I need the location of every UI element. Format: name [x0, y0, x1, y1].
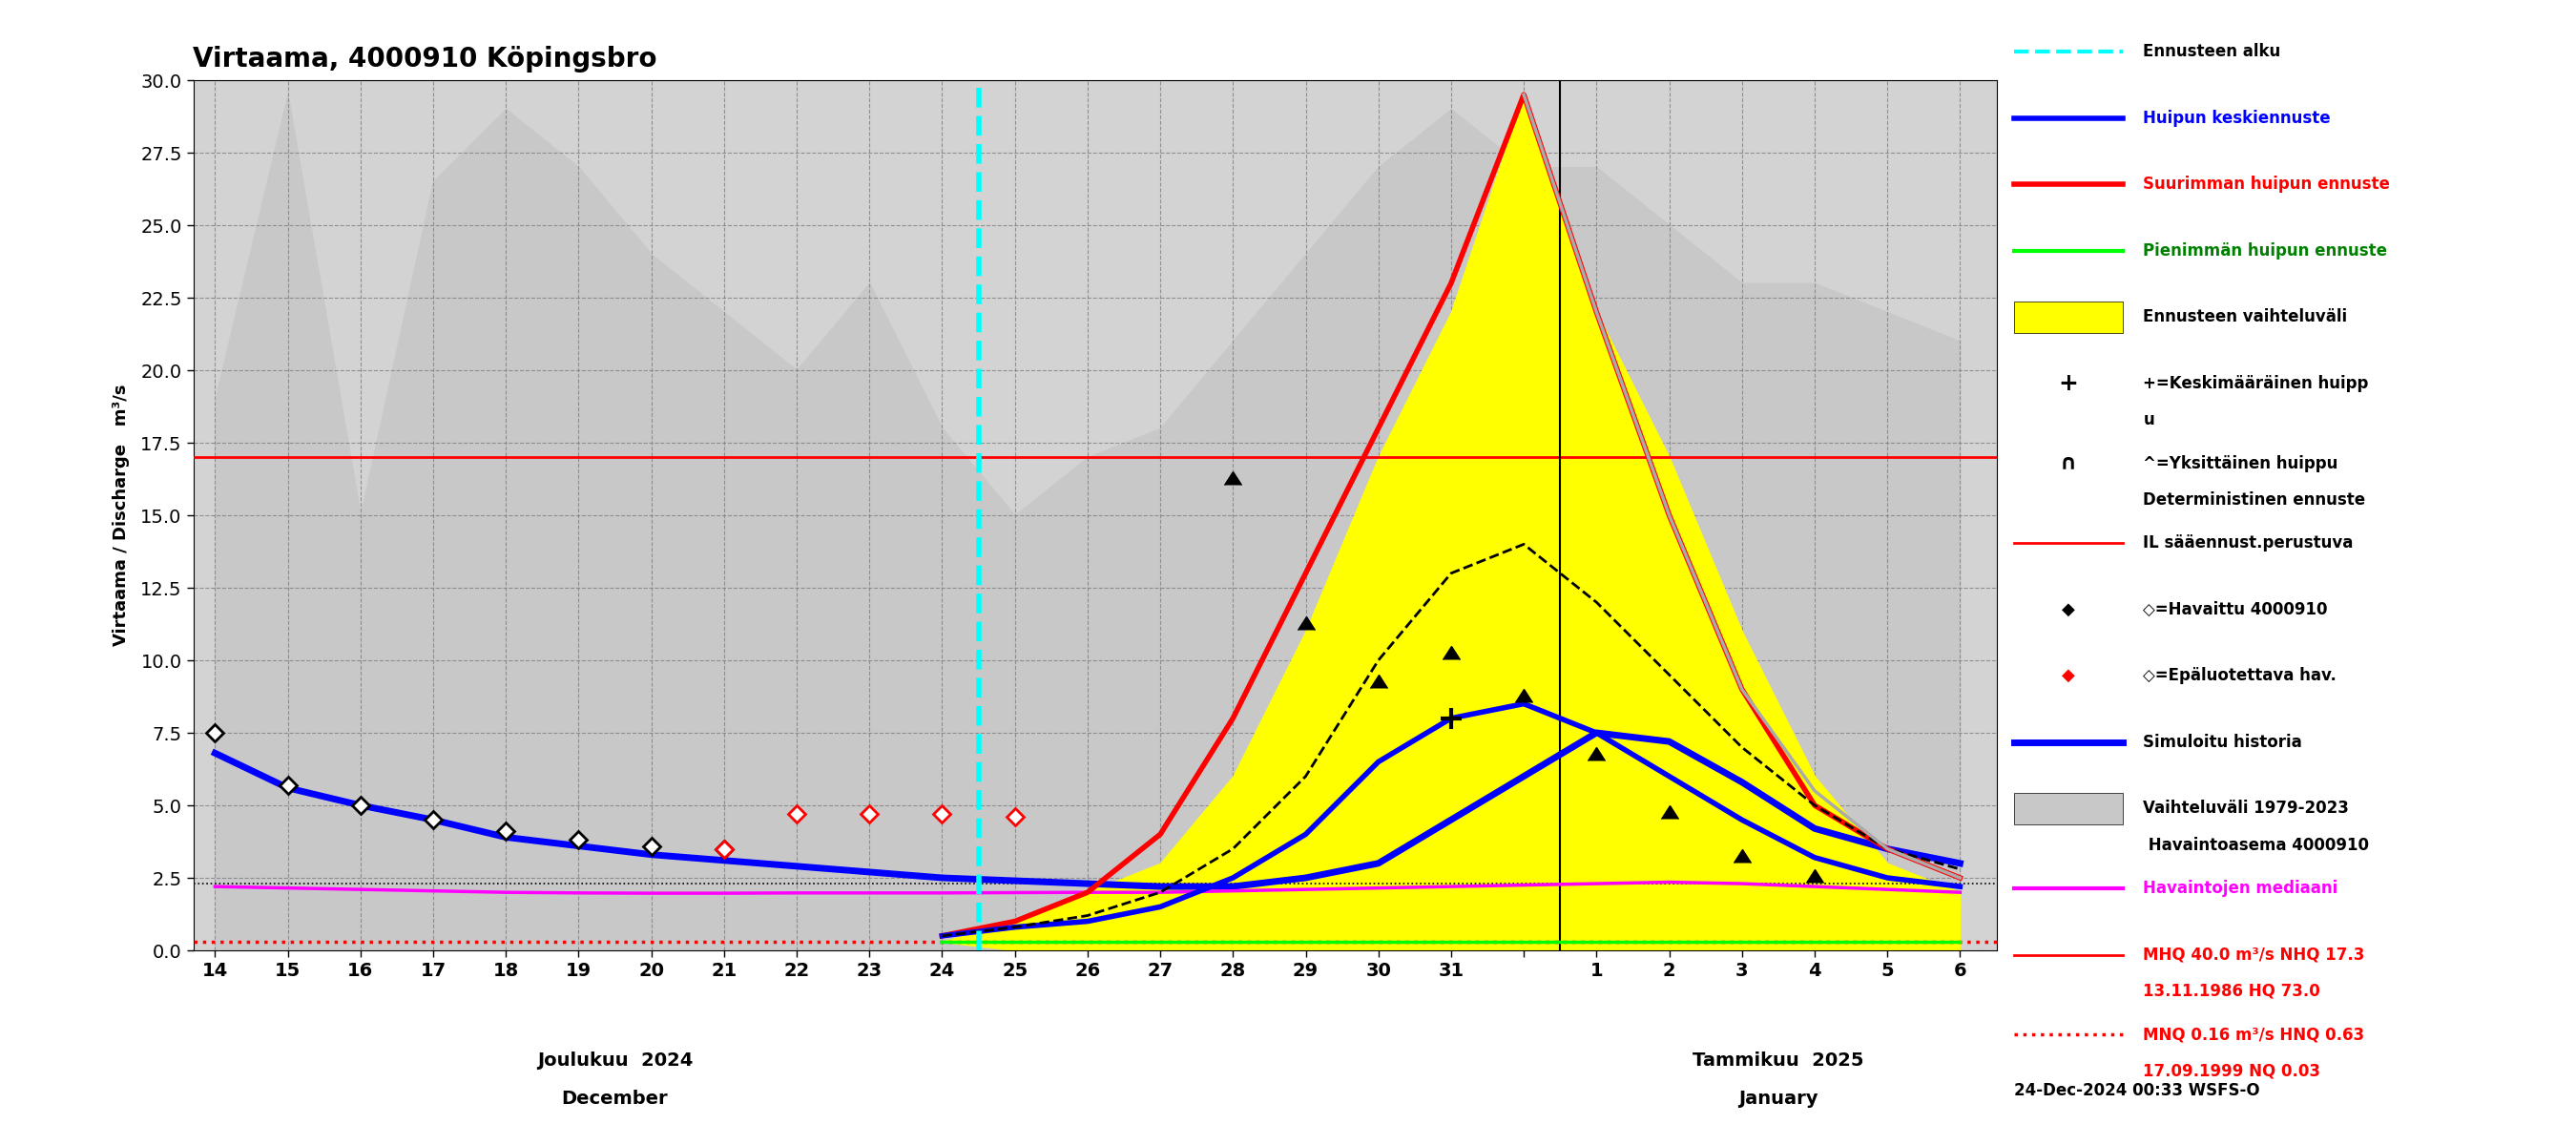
Text: ◆: ◆ — [2061, 601, 2076, 618]
Text: Simuloitu historia: Simuloitu historia — [2143, 734, 2303, 751]
Text: IL sääennust.perustuva: IL sääennust.perustuva — [2143, 535, 2354, 552]
Text: Joulukuu  2024: Joulukuu 2024 — [536, 1052, 693, 1069]
Text: ∩: ∩ — [2061, 453, 2076, 473]
Text: Pienimmän huipun ennuste: Pienimmän huipun ennuste — [2143, 243, 2388, 260]
Text: u: u — [2143, 411, 2154, 428]
Text: ◆: ◆ — [2061, 668, 2076, 685]
Text: Huipun keskiennuste: Huipun keskiennuste — [2143, 110, 2331, 127]
Text: ◇=Havaittu 4000910: ◇=Havaittu 4000910 — [2143, 601, 2329, 618]
Text: January: January — [1739, 1090, 1819, 1107]
Y-axis label: Virtaama / Discharge   m³/s: Virtaama / Discharge m³/s — [113, 385, 129, 646]
Text: Havaintojen mediaani: Havaintojen mediaani — [2143, 879, 2339, 897]
Text: MNQ 0.16 m³/s HNQ 0.63: MNQ 0.16 m³/s HNQ 0.63 — [2143, 1026, 2365, 1043]
Text: Ennusteen alku: Ennusteen alku — [2143, 42, 2280, 60]
Text: 17.09.1999 NQ 0.03: 17.09.1999 NQ 0.03 — [2143, 1063, 2321, 1080]
Text: Ennusteen vaihteluväli: Ennusteen vaihteluväli — [2143, 309, 2347, 326]
Text: MHQ 40.0 m³/s NHQ 17.3: MHQ 40.0 m³/s NHQ 17.3 — [2143, 946, 2365, 963]
Text: +=Keskimääräinen huipp: +=Keskimääräinen huipp — [2143, 376, 2370, 393]
Text: Tammikuu  2025: Tammikuu 2025 — [1692, 1052, 1865, 1069]
Text: Virtaama, 4000910 Köpingsbro: Virtaama, 4000910 Köpingsbro — [193, 46, 657, 72]
Text: Deterministinen ennuste: Deterministinen ennuste — [2143, 491, 2365, 508]
Text: Havaintoasema 4000910: Havaintoasema 4000910 — [2143, 837, 2370, 854]
Text: ^=Yksittäinen huippu: ^=Yksittäinen huippu — [2143, 455, 2339, 472]
Text: 24-Dec-2024 00:33 WSFS-O: 24-Dec-2024 00:33 WSFS-O — [2014, 1082, 2259, 1099]
Text: 13.11.1986 HQ 73.0: 13.11.1986 HQ 73.0 — [2143, 982, 2321, 1000]
Text: Vaihteluväli 1979-2023: Vaihteluväli 1979-2023 — [2143, 800, 2349, 818]
Text: Suurimman huipun ennuste: Suurimman huipun ennuste — [2143, 176, 2391, 194]
Text: +: + — [2058, 372, 2079, 395]
Text: December: December — [562, 1090, 667, 1107]
Text: ◇=Epäluotettava hav.: ◇=Epäluotettava hav. — [2143, 668, 2336, 685]
